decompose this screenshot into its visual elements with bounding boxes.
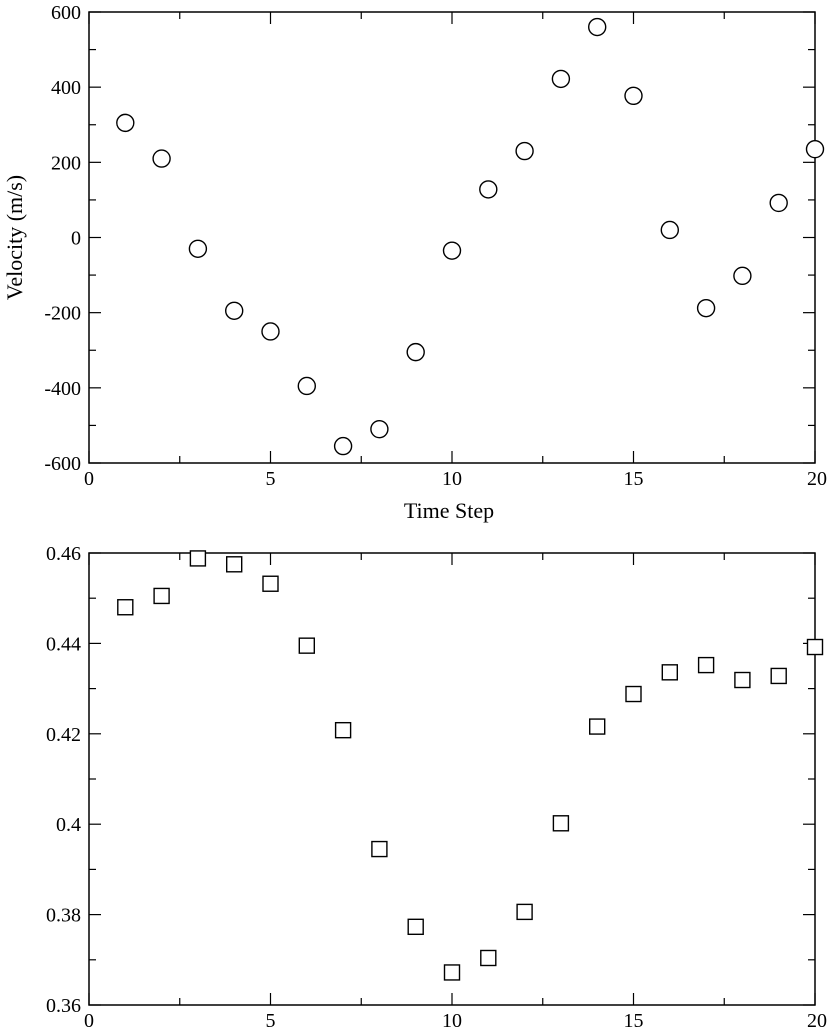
data-point xyxy=(262,575,279,592)
y-tick-label: -400 xyxy=(44,378,81,400)
plot-frame xyxy=(88,552,816,1006)
data-point xyxy=(443,964,461,981)
y-axis-label: Velocity (m/s) xyxy=(2,175,27,300)
y-tick-label: 400 xyxy=(51,77,81,99)
ratio-panel: 0 5 10 15 20 0.36 0.38 0.4 0.42 0.44 0.46 xyxy=(46,543,827,1032)
data-point xyxy=(406,342,425,362)
data-point xyxy=(442,241,462,260)
data-point xyxy=(625,685,642,703)
data-point xyxy=(224,301,244,320)
data-point xyxy=(770,667,787,685)
data-point xyxy=(479,180,498,199)
data-point xyxy=(225,556,243,573)
data-point xyxy=(297,376,316,396)
data-point xyxy=(333,436,353,456)
x-tick-label: 15 xyxy=(624,468,644,490)
x-tick-label: 20 xyxy=(807,1010,827,1032)
data-point xyxy=(117,599,134,616)
x-tick-label: 5 xyxy=(266,1010,276,1032)
y-tick-label: 200 xyxy=(51,152,81,174)
data-point xyxy=(696,298,716,318)
data-point xyxy=(152,149,171,168)
x-tick-label: 15 xyxy=(624,1010,644,1032)
data-point xyxy=(407,918,424,936)
y-tick-label: 0.38 xyxy=(46,905,81,927)
data-point xyxy=(371,840,388,858)
y-tick-label: 0.44 xyxy=(46,633,81,655)
data-point xyxy=(624,86,643,106)
data-point xyxy=(188,239,208,258)
data-point xyxy=(261,322,280,341)
data-point xyxy=(660,220,679,240)
y-tick-label: 0.4 xyxy=(56,814,81,836)
data-point xyxy=(516,903,533,921)
y-tick-label: 0.46 xyxy=(46,543,81,565)
data-point xyxy=(189,550,207,567)
y-tick-label: -200 xyxy=(44,303,81,325)
data-point xyxy=(551,69,571,89)
data-point xyxy=(515,141,534,161)
x-tick-label: 5 xyxy=(266,468,276,490)
data-point xyxy=(734,671,751,689)
data-point xyxy=(697,656,715,674)
data-point xyxy=(733,266,752,286)
y-tick-label: 600 xyxy=(51,2,81,24)
data-point xyxy=(153,587,170,605)
x-tick-label: 20 xyxy=(807,468,827,490)
data-point xyxy=(552,815,570,832)
data-point xyxy=(805,139,825,159)
x-tick-label: 10 xyxy=(442,468,462,490)
data-point xyxy=(370,419,389,439)
x-axis-label: Time Step xyxy=(404,498,494,523)
data-point xyxy=(298,637,315,654)
data-point xyxy=(480,949,497,967)
x-tick-label: 10 xyxy=(442,1010,462,1032)
data-point xyxy=(806,638,824,656)
x-tick-label: 0 xyxy=(84,468,94,490)
data-point xyxy=(588,17,607,37)
plot-frame xyxy=(88,11,816,464)
y-tick-label: -600 xyxy=(44,453,81,475)
y-tick-label: 0.42 xyxy=(46,724,81,746)
data-point xyxy=(769,193,788,213)
data-point xyxy=(116,113,135,133)
x-tick-label: 0 xyxy=(84,1010,94,1032)
y-tick-label: 0 xyxy=(71,228,81,250)
data-point xyxy=(334,721,352,739)
data-point xyxy=(661,664,678,681)
y-tick-label: 0.36 xyxy=(46,995,81,1017)
data-point xyxy=(589,718,606,735)
velocity-panel: 0 5 10 15 20 -600 -400 -200 0 200 400 600 Time Step V… xyxy=(2,2,827,523)
